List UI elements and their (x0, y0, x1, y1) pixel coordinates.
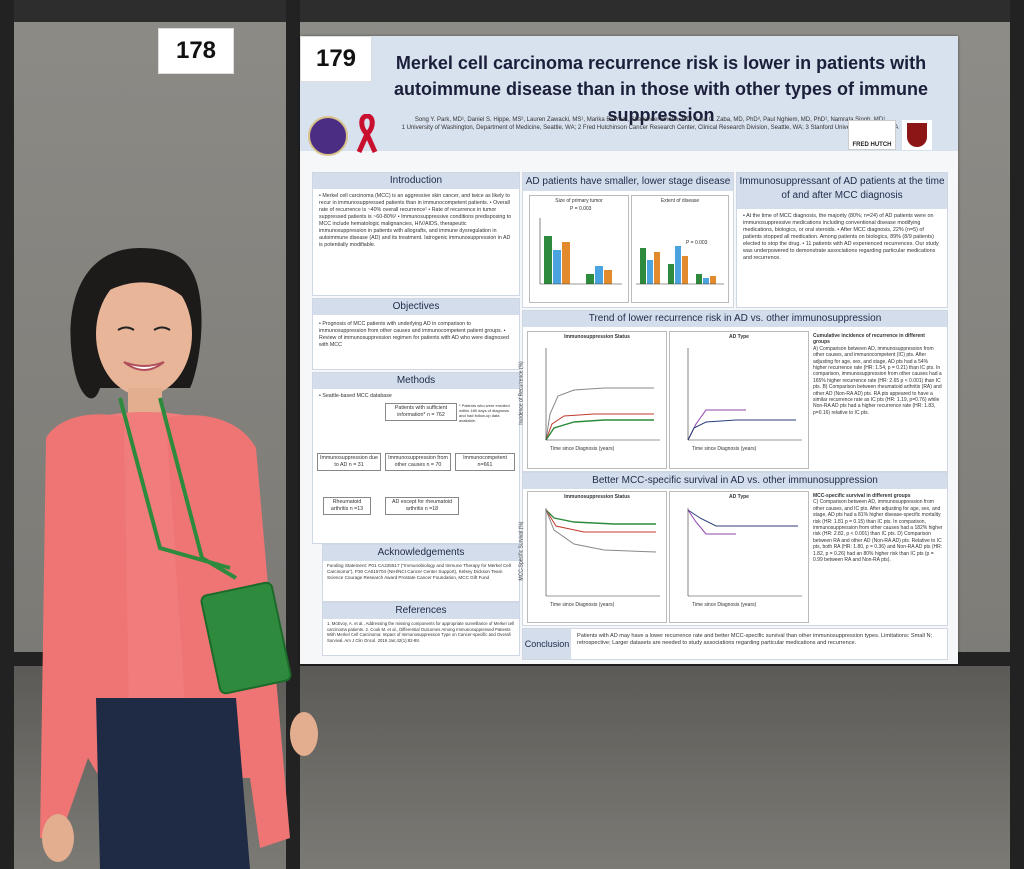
recurrence-curves-b (687, 348, 802, 441)
survival-chart-c-ylabel: MCC-Specific Survival (%) (518, 521, 525, 581)
references-text: 1. McEvoy, A. et al., Addressing the mis… (327, 621, 515, 643)
methods-heading: Methods (313, 373, 519, 389)
ad-stage-section: AD patients have smaller, lower stage di… (522, 172, 734, 308)
methods-section: Methods • Seattle-based MCC database Pat… (312, 372, 520, 544)
immunosuppressant-heading: Immunosuppressant of AD patients at the … (737, 173, 947, 209)
introduction-heading: Introduction (313, 173, 519, 189)
tumor-size-p-value: P = 0.003 (570, 206, 592, 212)
frame-post-middle (286, 0, 300, 869)
survival-chart-c: Immunosuppression Status Time since Diag… (518, 491, 667, 623)
recurrence-chart-b: AD Type Time since Diagnosis (years) (669, 331, 809, 469)
recurrence-curves-a (545, 348, 660, 441)
objectives-heading: Objectives (313, 299, 519, 315)
introduction-section: Introduction • Merkel cell carcinoma (MC… (312, 172, 520, 296)
survival-heading: Better MCC-specific survival in AD vs. o… (523, 473, 947, 489)
frame-post-left (0, 0, 14, 869)
recurrence-heading: Trend of lower recurrence risk in AD vs.… (523, 311, 947, 327)
acknowledgements-text: Funding Statement: P01 CA225517 ("Immuno… (327, 563, 511, 580)
university-seal-icon (308, 116, 348, 156)
extent-bars (636, 246, 724, 285)
introduction-text: • Merkel cell carcinoma (MCC) is an aggr… (319, 193, 512, 248)
references-section: References 1. McEvoy, A. et al., Address… (322, 602, 520, 656)
top-frame-bar (0, 0, 1024, 22)
research-poster: 179 Merkel cell carcinoma recurrence ris… (300, 36, 958, 664)
frame-post-right (1010, 0, 1024, 869)
survival-chart-c-title: Immunosuppression Status (564, 494, 630, 500)
flow-box-ad: Immunosuppression due to AD n = 31 (317, 453, 381, 471)
affiliation-list: 1 University of Washington, Department o… (401, 125, 899, 131)
survival-chart-d: AD Type Time since Diagnosis (years) (669, 491, 809, 623)
survival-description-text: C) Comparison between AD, immunosuppress… (813, 499, 943, 564)
survival-chart-c-xlabel: Time since Diagnosis (years) (550, 602, 615, 608)
acknowledgements-heading: Acknowledgements (323, 545, 519, 561)
extent-p-value: P = 0.003 (686, 240, 708, 246)
recurrence-chart-a: Immunosuppression Status Time since Diag… (519, 331, 667, 469)
poster-title: Merkel cell carcinoma recurrence risk is… (393, 53, 929, 125)
objectives-text: • Prognosis of MCC patients with underly… (319, 321, 509, 348)
immunosuppressant-text: • At the time of MCC diagnosis, the majo… (743, 213, 939, 261)
stanford-logo-icon (902, 120, 932, 150)
survival-chart-d-xlabel: Time since Diagnosis (years) (692, 602, 757, 608)
tumor-size-chart: Size of primary tumor P = 0.003 (529, 195, 629, 303)
recurrence-chart-b-title: AD Type (729, 334, 749, 340)
references-heading: References (323, 603, 519, 619)
objectives-section: Objectives • Prognosis of MCC patients w… (312, 298, 520, 370)
conclusion-text: Patients with AD may have a lower recurr… (577, 633, 933, 646)
methods-database: • Seattle-based MCC database (319, 393, 392, 399)
survival-chart-d-title: AD Type (729, 494, 749, 500)
survival-section: Better MCC-specific survival in AD vs. o… (518, 472, 948, 626)
survival-curves-d (687, 508, 802, 597)
recurrence-section: Trend of lower recurrence risk in AD vs.… (519, 310, 948, 472)
presenter-person (40, 248, 318, 869)
acknowledgements-section: Acknowledgements Funding Statement: P01 … (322, 544, 520, 602)
survival-curves-c (545, 508, 660, 597)
flow-box-non-ra: AD except for rheumatoid arthritis n =18 (385, 497, 459, 515)
ribbon-icon (356, 114, 378, 154)
immunosuppressant-section: Immunosuppressant of AD patients at the … (736, 172, 948, 308)
flow-box-immunocompetent: Immunocompetent n=661 (455, 453, 515, 471)
conclusion-heading: Conclusion (523, 629, 571, 659)
extent-chart-title: Extent of disease (660, 198, 700, 204)
tumor-size-chart-title: Size of primary tumor (555, 198, 603, 204)
ad-stage-heading: AD patients have smaller, lower stage di… (523, 173, 733, 191)
poster-header: 179 Merkel cell carcinoma recurrence ris… (300, 36, 958, 156)
fred-hutch-logo: FRED HUTCH (848, 120, 896, 150)
recurrence-description-text: A) Comparison between AD, immunosuppress… (813, 345, 942, 416)
flow-note: * Patients who were enrolled within 180 … (459, 403, 510, 423)
flow-box-ra: Rheumatoid arthritis n =13 (323, 497, 371, 515)
recurrence-description: Cumulative incidence of recurrence in di… (813, 333, 943, 416)
survival-description-title: MCC-specific survival in different group… (813, 493, 911, 499)
tumor-size-bars (539, 218, 622, 285)
poster-authors: Song Y. Park, MD¹, Daniel S. Hippe, MS²,… (390, 116, 910, 132)
author-list: Song Y. Park, MD¹, Daniel S. Hippe, MS²,… (414, 117, 886, 123)
booth-number-card-left: 178 (158, 28, 234, 74)
conclusion-section: Conclusion Patients with AD may have a l… (522, 628, 948, 660)
recurrence-chart-a-title: Immunosuppression Status (564, 334, 630, 340)
recurrence-chart-b-xlabel: Time since Diagnosis (years) (692, 446, 757, 452)
recurrence-chart-a-ylabel: Incidence of Recurrence (%) (518, 361, 525, 425)
recurrence-chart-a-xlabel: Time since Diagnosis (years) (550, 446, 615, 452)
flow-box-other: Immunosuppression from other causes n = … (385, 453, 451, 471)
flow-box-total: Patients with sufficient information* n … (385, 403, 457, 421)
recurrence-description-title: Cumulative incidence of recurrence in di… (813, 333, 925, 346)
booth-number-card-right: 179 (300, 36, 372, 82)
survival-description: MCC-specific survival in different group… (813, 493, 943, 563)
extent-chart: Extent of disease P = 0.003 (631, 195, 729, 303)
